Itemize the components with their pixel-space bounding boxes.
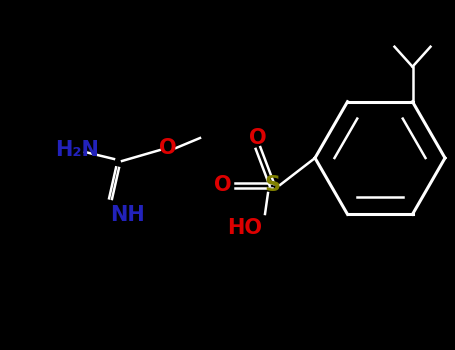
Text: HO: HO — [228, 218, 263, 238]
Text: NH: NH — [111, 205, 146, 225]
Text: O: O — [159, 138, 177, 158]
Text: O: O — [249, 128, 267, 148]
Text: H₂N: H₂N — [55, 140, 99, 160]
Text: O: O — [214, 175, 232, 195]
Text: S: S — [264, 175, 280, 195]
